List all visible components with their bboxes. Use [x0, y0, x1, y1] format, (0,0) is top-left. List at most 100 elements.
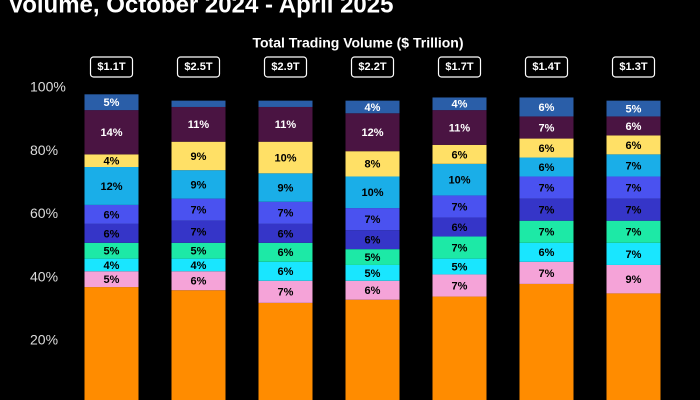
bar-segment — [345, 100, 400, 114]
value-label: 6% — [539, 102, 555, 114]
chart-title: Volume, October 2024 - April 2025 — [8, 0, 393, 18]
value-label: 9% — [191, 151, 207, 163]
total-box — [263, 56, 308, 78]
value-label: 6% — [365, 235, 381, 247]
total-label: $1.4T — [532, 61, 560, 73]
value-label: 6% — [626, 140, 642, 152]
bar-segment — [606, 176, 661, 199]
value-label: 12% — [361, 127, 383, 139]
value-label: 7% — [626, 205, 642, 217]
y-tick-label: 20% — [30, 332, 58, 348]
y-tick-label: 60% — [30, 205, 58, 221]
value-label: 6% — [278, 228, 294, 240]
bar-segment — [84, 258, 139, 272]
value-label: 4% — [104, 260, 120, 272]
bar-segment — [519, 157, 574, 177]
value-label: 6% — [278, 247, 294, 259]
bar-segment — [171, 258, 226, 272]
total-label: $1.1T — [97, 61, 125, 73]
value-label: 8% — [365, 159, 381, 171]
value-label: 7% — [539, 122, 555, 134]
bar-segment — [519, 283, 574, 400]
bar-segment — [84, 94, 139, 111]
value-label: 4% — [365, 102, 381, 114]
bar-segment — [606, 100, 661, 117]
bar-segment — [345, 176, 400, 209]
value-label: 7% — [278, 287, 294, 299]
y-tick-label: 80% — [30, 142, 58, 158]
bar-segment — [84, 287, 139, 400]
value-label: 11% — [275, 119, 297, 131]
bar-segment — [432, 195, 487, 218]
value-label: 9% — [626, 274, 642, 286]
total-box — [350, 56, 395, 78]
bar-segment — [432, 296, 487, 400]
bar-segment — [606, 220, 661, 243]
bar-segment — [258, 223, 313, 243]
bar-segment — [258, 141, 313, 174]
value-label: 6% — [452, 222, 468, 234]
value-label: 7% — [452, 242, 468, 254]
value-label: 5% — [104, 97, 120, 109]
value-label: 5% — [365, 252, 381, 264]
bar-segment — [84, 154, 139, 167]
total-label: $2.2T — [358, 61, 386, 73]
value-label: 6% — [539, 247, 555, 259]
value-label: 7% — [452, 201, 468, 213]
bar-segment — [606, 198, 661, 221]
value-label: 4% — [191, 260, 207, 272]
bar-segment — [345, 264, 400, 281]
bar-segment — [171, 170, 226, 199]
bar-segment — [432, 97, 487, 111]
bar-segment — [519, 220, 574, 243]
total-box — [437, 56, 482, 78]
bar-segment — [258, 100, 313, 107]
total-box — [89, 56, 134, 78]
bar-segment — [84, 242, 139, 259]
bar-segment — [171, 242, 226, 259]
value-label: 11% — [188, 119, 210, 131]
value-label: 9% — [191, 179, 207, 191]
value-label: 5% — [365, 268, 381, 280]
total-label: $2.5T — [184, 61, 212, 73]
bar-segment — [258, 261, 313, 281]
value-label: 5% — [191, 246, 207, 258]
bar-segment — [171, 290, 226, 400]
value-label: 6% — [452, 149, 468, 161]
value-label: 4% — [452, 99, 468, 111]
bar-segment — [519, 97, 574, 117]
value-label: 5% — [626, 103, 642, 115]
y-tick-label: 100% — [30, 79, 66, 95]
value-label: 14% — [100, 127, 122, 139]
value-label: 11% — [449, 122, 471, 134]
total-label: $1.3T — [619, 61, 647, 73]
value-label: 7% — [365, 214, 381, 226]
value-label: 7% — [191, 227, 207, 239]
value-label: 10% — [274, 152, 296, 164]
bar-segment — [345, 280, 400, 300]
value-label: 7% — [626, 160, 642, 172]
bar-segment — [84, 223, 139, 243]
value-label: 7% — [626, 227, 642, 239]
chart-subtitle: Total Trading Volume ($ Trillion) — [252, 35, 463, 51]
value-label: 6% — [539, 143, 555, 155]
value-label: 10% — [448, 175, 470, 187]
bar-segment — [432, 236, 487, 259]
value-label: 6% — [626, 121, 642, 133]
value-label: 7% — [539, 227, 555, 239]
value-label: 5% — [104, 274, 120, 286]
bar-segment — [171, 198, 226, 221]
bar-segment — [258, 173, 313, 202]
value-label: 7% — [278, 208, 294, 220]
bar-segment — [345, 208, 400, 231]
value-label: 9% — [278, 182, 294, 194]
bar-segment — [432, 163, 487, 196]
bar-segment — [606, 154, 661, 177]
value-label: 7% — [626, 182, 642, 194]
bar-segment — [345, 113, 400, 152]
value-label: 5% — [452, 261, 468, 273]
value-label: 4% — [104, 156, 120, 168]
y-tick-label: 40% — [30, 268, 58, 284]
bar-segment — [258, 242, 313, 262]
